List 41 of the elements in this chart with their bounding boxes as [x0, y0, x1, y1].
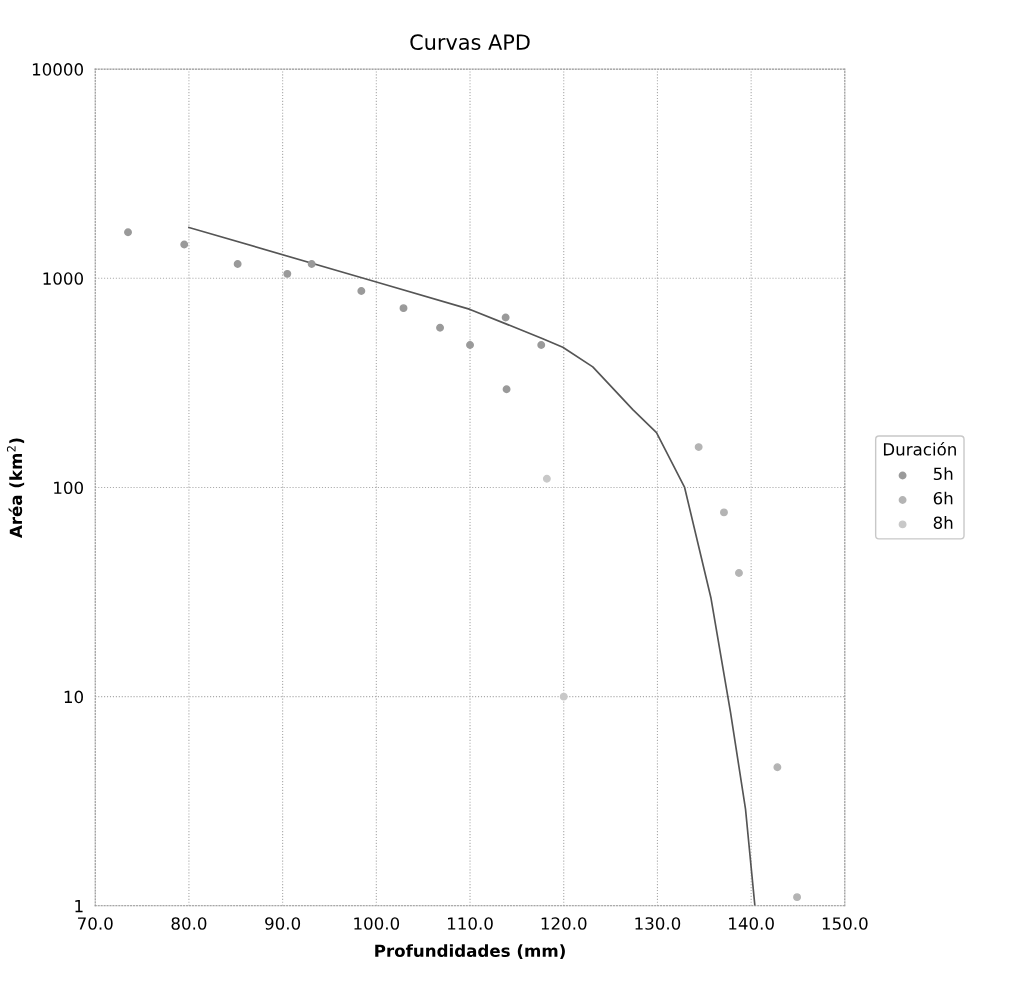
point — [735, 569, 743, 577]
point — [436, 323, 444, 332]
y-tick-label: 1000 — [43, 272, 83, 285]
point — [307, 260, 316, 268]
x-tick-label: 110.0 — [448, 917, 493, 930]
x-tick-label: 90.0 — [265, 917, 301, 930]
point — [399, 304, 408, 313]
y-tick-label: 10000 — [32, 63, 83, 76]
line-series — [188, 226, 756, 906]
point — [720, 508, 728, 517]
point — [502, 385, 511, 394]
y-axis-title: Aréa (km$^{2}$) — [6, 438, 25, 539]
legend-label: 8h — [933, 516, 953, 529]
x-tick-label: 140.0 — [729, 917, 774, 930]
point — [180, 240, 189, 249]
point — [466, 341, 474, 349]
point — [542, 474, 551, 483]
point — [357, 287, 366, 295]
legend-label: 6h — [933, 491, 953, 505]
point — [537, 341, 546, 349]
point — [233, 260, 242, 268]
point — [124, 228, 132, 237]
point — [283, 269, 292, 278]
x-tick-label: 120.0 — [541, 917, 587, 930]
point — [773, 763, 782, 772]
x-tick-label: 150.0 — [822, 917, 868, 930]
x-tick-label: 100.0 — [354, 917, 400, 930]
x-tick-label: 70.0 — [78, 917, 113, 930]
x-tick-label: 80.0 — [171, 917, 207, 930]
x-tick-label: 130.0 — [635, 917, 681, 930]
x-axis-title: Profundidades (mm) — [375, 944, 565, 960]
point — [793, 893, 802, 902]
point — [501, 313, 510, 322]
point — [559, 692, 568, 701]
legend-title: Duración — [883, 442, 956, 456]
y-tick-label: 10 — [64, 690, 83, 704]
legend-label: 5h — [933, 467, 953, 481]
y-tick-label: 100 — [54, 481, 83, 495]
chart-title: Curvas APD — [410, 34, 530, 50]
y-tick-label: 1 — [75, 899, 83, 913]
point — [694, 443, 703, 452]
